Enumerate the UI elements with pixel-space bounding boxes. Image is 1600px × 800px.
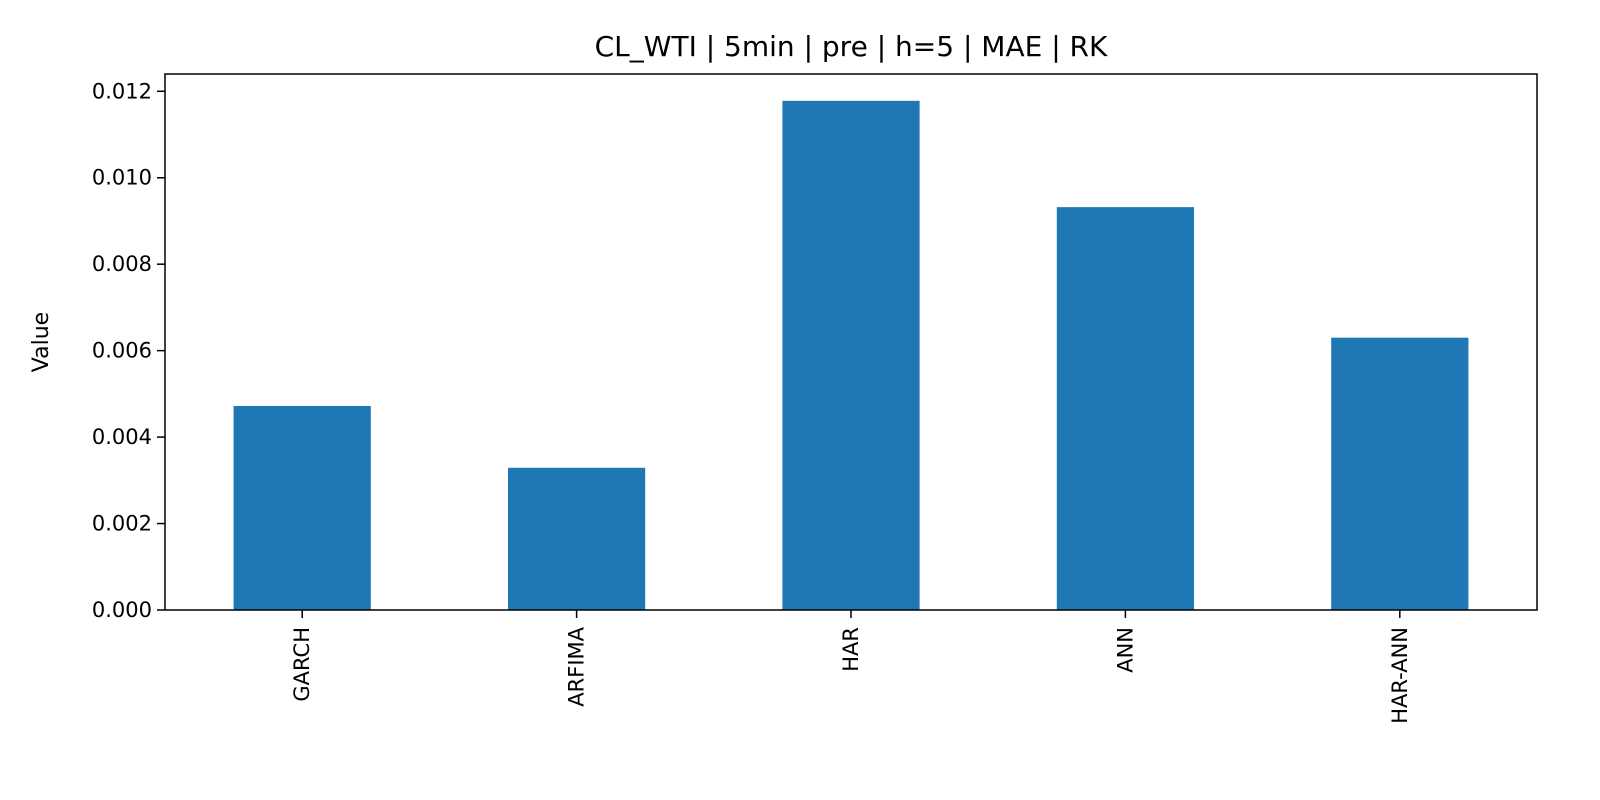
x-tick-label: HAR-ANN bbox=[1388, 627, 1412, 724]
bar-har bbox=[782, 100, 920, 611]
y-tick-label: 0.006 bbox=[92, 339, 152, 363]
x-tick-label: GARCH bbox=[290, 627, 314, 702]
x-axis-ticks: GARCH ARFIMA HAR ANN HAR-ANN bbox=[290, 610, 1412, 724]
x-tick-label: HAR bbox=[839, 627, 863, 672]
chart-title: CL_WTI | 5min | pre | h=5 | MAE | RK bbox=[595, 30, 1108, 63]
bar-arfima bbox=[508, 467, 646, 610]
y-tick-label: 0.010 bbox=[92, 166, 152, 190]
y-axis-label: Value bbox=[29, 312, 54, 372]
x-tick-label: ANN bbox=[1113, 627, 1137, 673]
y-tick-label: 0.002 bbox=[92, 512, 152, 536]
y-tick-label: 0.004 bbox=[92, 425, 152, 449]
bars-layer bbox=[233, 100, 1469, 611]
bar-ann bbox=[1056, 207, 1194, 610]
y-tick-label: 0.008 bbox=[92, 252, 152, 276]
bar-garch bbox=[233, 405, 371, 610]
x-tick-label: ARFIMA bbox=[565, 626, 589, 706]
y-axis-ticks: 0.000 0.002 0.004 0.006 0.008 0.010 0.012 bbox=[92, 79, 165, 622]
y-tick-label: 0.012 bbox=[92, 79, 152, 103]
bar-har-ann bbox=[1331, 337, 1469, 610]
plot-frame bbox=[164, 73, 1538, 611]
y-tick-label: 0.000 bbox=[92, 598, 152, 622]
